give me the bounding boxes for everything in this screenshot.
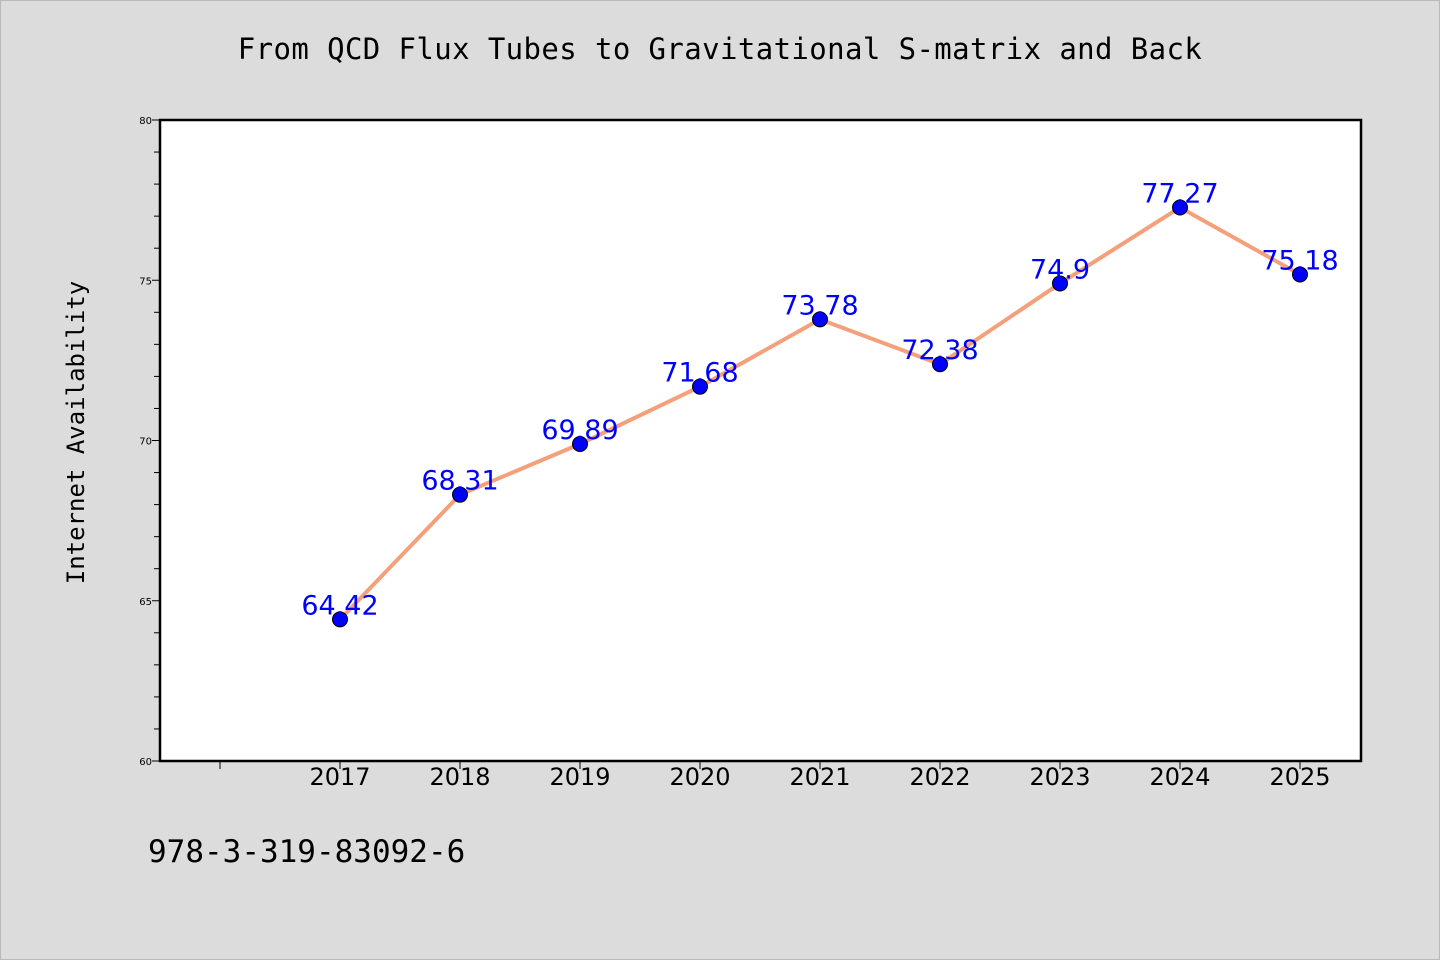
data-label: 75.18 [1261,245,1338,276]
data-label: 74.9 [1030,254,1090,285]
x-tick-label: 2023 [1029,763,1090,791]
y-tick-label: 70 [139,437,152,448]
chart-title: From QCD Flux Tubes to Gravitational S-m… [237,32,1203,66]
data-label: 72.38 [901,335,978,366]
y-tick-label: 60 [139,757,152,768]
data-point [1292,266,1308,283]
y-tick-label: 80 [139,116,152,127]
data-point [452,486,468,503]
plot-area [158,118,1363,763]
x-tick-label: 2025 [1269,763,1330,791]
data-label: 69.89 [541,415,618,446]
data-point [932,356,948,373]
data-point [572,436,588,453]
x-tick-label: 2019 [549,763,610,791]
x-tick-label: 2020 [669,763,730,791]
data-point [332,611,348,628]
y-tick-label: 65 [139,597,152,608]
x-tick-label: 2021 [789,763,850,791]
data-point [1172,199,1188,216]
data-label: 77.27 [1141,178,1218,209]
data-point [1052,275,1068,292]
data-label: 71.68 [661,358,738,389]
y-axis-label: Internet Availability [62,281,90,584]
x-tick-label: 2022 [909,763,970,791]
data-point [692,378,708,395]
data-label: 64.42 [301,590,378,621]
data-label: 68.31 [421,466,498,497]
x-tick-label: 2024 [1149,763,1210,791]
y-tick-label: 75 [139,276,152,287]
x-tick-label: 2018 [429,763,490,791]
data-label: 73.78 [781,290,858,321]
data-point [812,311,828,328]
x-tick-label: 2017 [309,763,370,791]
isbn-label: 978-3-319-83092-6 [148,834,466,870]
